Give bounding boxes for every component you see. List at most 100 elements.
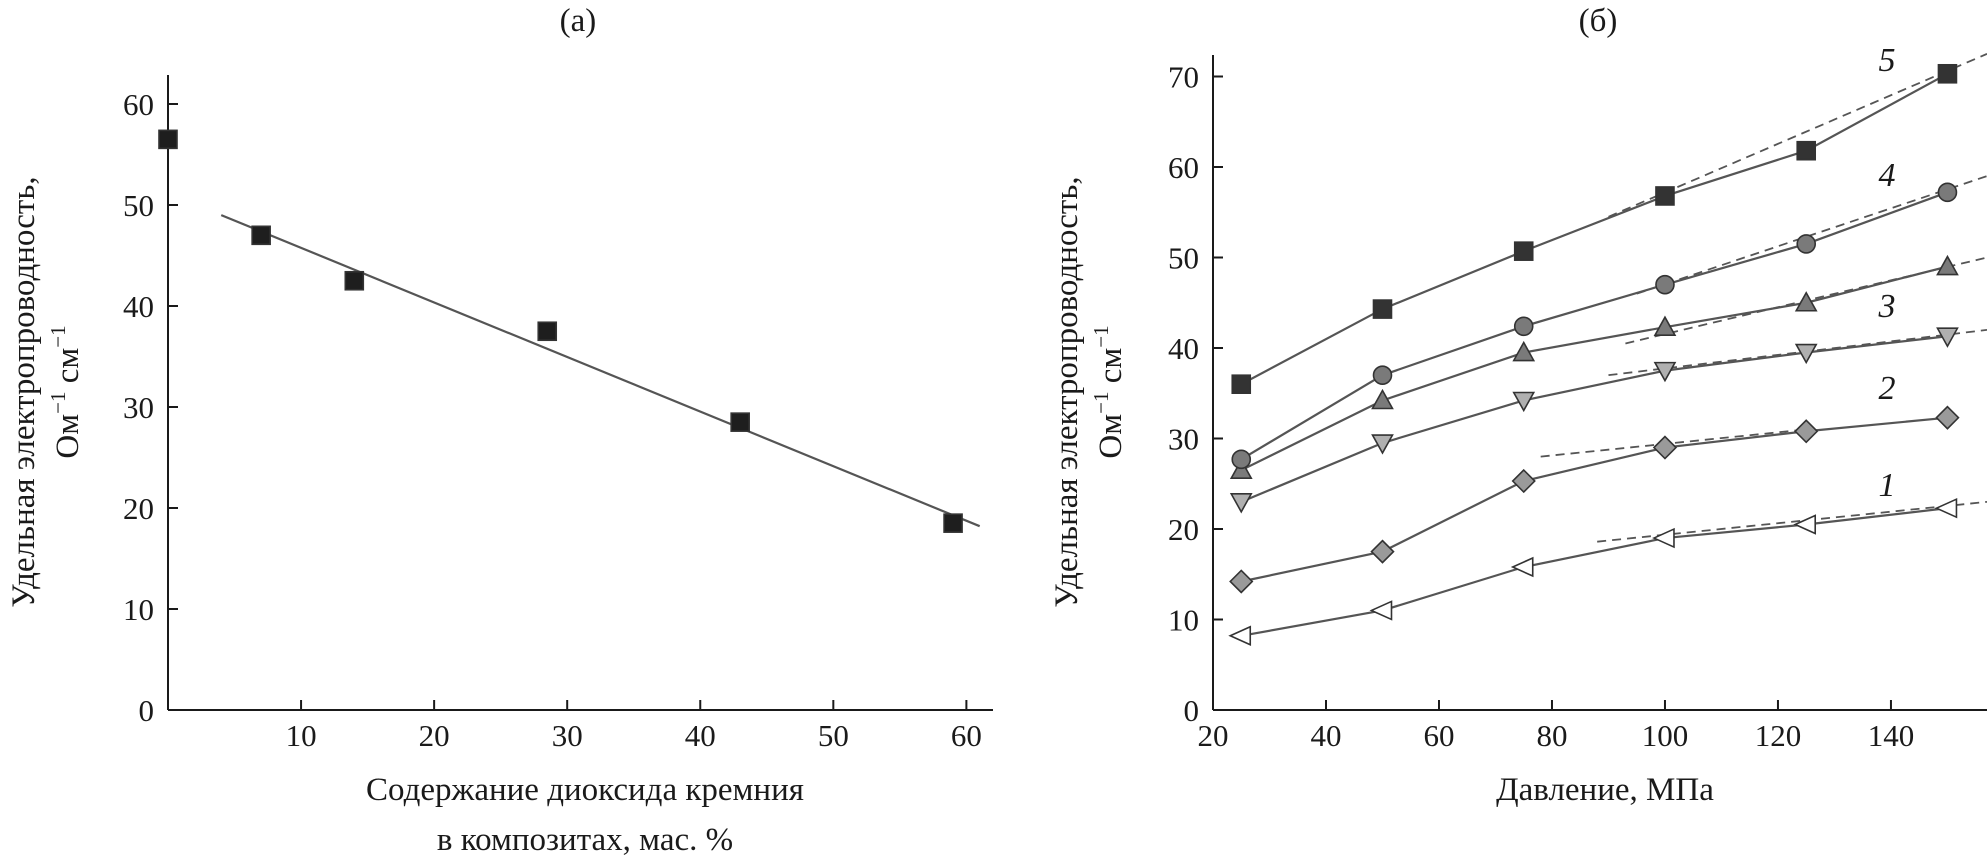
panel-b-series-2-point	[1794, 419, 1819, 444]
panel-b-y-unit-exp-1: −1	[1089, 392, 1113, 414]
panel-a-data-point	[730, 412, 750, 432]
panel-a-y-tick-label: 60	[123, 87, 154, 122]
panel-a-data-point	[537, 321, 558, 342]
panel-b-y-ticks: 0 10 20 30 40 50 60 70	[1168, 60, 1223, 728]
panel-b: (б) 0 10 20 30 40 50 60 70 20 40 60 80 100 120 140 Да…	[1049, 3, 1987, 808]
panel-a-x-tick-label: 50	[818, 718, 849, 753]
panel-b-series-6-point	[1231, 374, 1252, 395]
panel-a-y-unit-ohm: Ом	[50, 414, 86, 459]
panel-a-x-tick-label: 30	[552, 718, 583, 753]
panel-b-series-line-2	[1241, 416, 1948, 583]
panel-b-y-tick-label: 40	[1168, 331, 1199, 366]
panel-b-series-4-point	[1371, 388, 1394, 410]
panel-a-y-label-line-2: Ом−1 см−1	[46, 325, 86, 458]
panel-b-curve-label-4: 4	[1879, 157, 1896, 194]
panel-b-series-1-point	[1510, 556, 1534, 578]
panel-b-series-3-point	[1371, 434, 1394, 455]
panel-a-y-tick-label: 10	[123, 592, 154, 627]
panel-a-x-tick-label: 60	[951, 718, 982, 753]
panel-b-series-2-point	[1935, 405, 1960, 430]
panel-b-series-1-point	[1228, 625, 1252, 647]
panel-b-trend-line-5	[1636, 175, 1987, 295]
panel-a-y-ticks: 0 10 20 30 40 50 60	[123, 87, 178, 728]
panel-b-y-label-line-1: Удельная электропроводность,	[1049, 176, 1085, 607]
panel-b-series-line-1	[1241, 507, 1948, 637]
panel-b-series-4-point	[1512, 340, 1536, 362]
panel-a-x-tick-label: 40	[685, 718, 716, 753]
panel-b-trend-line-2	[1540, 428, 1807, 458]
panel-b-series-1-point	[1793, 514, 1817, 535]
panel-b-x-tick-label: 60	[1423, 718, 1454, 753]
panel-b-series-1-point	[1652, 527, 1675, 549]
panel-b-label: (б)	[1579, 3, 1618, 39]
panel-b-y-label: Удельная электропроводность, Ом−1 см−1	[1049, 176, 1129, 607]
panel-b-series-5-point	[1231, 449, 1252, 470]
panel-b-curve-label-2: 2	[1879, 370, 1896, 407]
panel-b-y-tick-label: 20	[1168, 512, 1199, 547]
panel-b-series-5-point	[1372, 365, 1393, 385]
panel-a-data-point	[158, 129, 178, 150]
panel-b-x-tick-label: 120	[1755, 718, 1802, 753]
panel-b-series-3-point	[1936, 327, 1959, 348]
panel-b-y-tick-label: 10	[1168, 603, 1199, 638]
panel-b-series-4-point	[1794, 291, 1818, 312]
panel-a-y-tick-label: 0	[139, 693, 155, 728]
panel-b-y-tick-label: 60	[1168, 150, 1199, 185]
panel-a-x-tick-label: 10	[286, 718, 317, 753]
panel-b-y-tick-label: 30	[1168, 422, 1199, 457]
panel-b-series-2-point	[1652, 435, 1678, 460]
panel-a-y-tick-label: 50	[123, 188, 154, 223]
panel-a-x-label-line-1: Содержание диоксида кремния	[366, 772, 804, 808]
panel-a-x-label-line-2: в композитах, мас. %	[437, 822, 733, 858]
panel-b-series-6-point	[1655, 186, 1675, 206]
panel-b-x-ticks: 20 40 60 80 100 120 140	[1198, 700, 1914, 753]
panel-b-curve-label-1: 1	[1879, 467, 1896, 504]
panel-b-series-6-point	[1372, 299, 1393, 319]
panel-b-curve-label-3: 3	[1878, 288, 1896, 325]
panel-b-curve-label-5: 5	[1879, 42, 1896, 79]
panel-a-y-label: Удельная электропроводность, Ом−1 см−1	[6, 176, 86, 607]
panel-b-series-3-point	[1512, 391, 1536, 413]
panel-a-y-tick-label: 30	[123, 390, 154, 425]
panel-b-plot-area: 1 2 3 4 5	[1228, 42, 1987, 647]
panel-a-x-tick-label: 20	[419, 718, 450, 753]
panel-b-x-label: Давление, МПа	[1496, 772, 1714, 808]
panel-a: (а) 0 10 20 30 40 50 60 10 20 30 40 50 60 Содержани…	[6, 3, 993, 858]
panel-b-series-5-point	[1796, 234, 1817, 254]
panel-a-data-point	[344, 270, 365, 291]
panel-b-series-5-point	[1655, 274, 1675, 295]
panel-a-plot-area	[158, 129, 981, 533]
panel-a-data-point	[251, 225, 271, 246]
panel-b-y-tick-label: 50	[1168, 241, 1199, 276]
panel-b-series-2-point	[1511, 468, 1536, 494]
panel-a-y-label-line-1: Удельная электропроводность,	[6, 176, 42, 607]
panel-b-series-line-4	[1240, 265, 1948, 472]
panel-b-series-2-point	[1370, 539, 1395, 564]
panel-a-y-unit-cm: см	[50, 348, 86, 392]
panel-a-label: (а)	[560, 3, 597, 39]
panel-b-series-line-6	[1240, 72, 1948, 386]
panel-b-x-tick-label: 40	[1310, 718, 1341, 753]
panel-b-series-3-point	[1653, 361, 1677, 383]
panel-a-data-point	[943, 513, 963, 533]
panel-b-series-line-3	[1240, 335, 1948, 503]
panel-b-y-label-line-2: Ом−1 см−1	[1089, 325, 1129, 458]
panel-b-y-tick-label: 70	[1168, 60, 1199, 95]
panel-a-y-unit-exp-1: −1	[46, 392, 70, 414]
panel-b-y-unit-cm: см	[1093, 348, 1129, 392]
panel-b-x-tick-label: 80	[1536, 718, 1567, 753]
panel-b-series-4-point	[1936, 254, 1959, 276]
panel-b-y-tick-label: 0	[1184, 693, 1200, 728]
panel-b-series-5-point	[1513, 316, 1534, 337]
panel-b-series-4-point	[1653, 315, 1677, 336]
panel-b-series-4-point	[1229, 458, 1253, 479]
panel-b-x-tick-label: 100	[1642, 718, 1689, 753]
panel-b-series-6-point	[1513, 241, 1534, 261]
panel-b-y-unit-exp-2: −1	[1089, 325, 1113, 347]
panel-b-series-2-point	[1229, 569, 1254, 594]
panel-a-y-unit-exp-2: −1	[46, 325, 70, 347]
panel-b-series-1-point	[1934, 497, 1958, 519]
panel-b-series-5-point	[1937, 182, 1958, 203]
panel-b-series-6-point	[1937, 63, 1958, 84]
